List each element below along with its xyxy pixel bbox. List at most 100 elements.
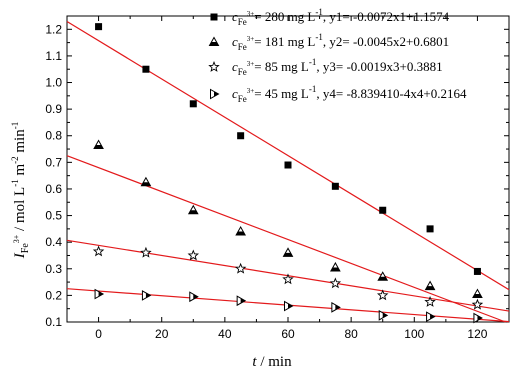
triangle-fill <box>335 304 340 310</box>
data-point <box>472 288 483 299</box>
x-axis-label: t / min <box>252 354 292 370</box>
x-tick-label: 20 <box>155 327 169 341</box>
y-tick-label: 1.2 <box>45 22 62 36</box>
legend-sub: Fe <box>238 42 247 52</box>
fit-line <box>66 155 506 323</box>
data-point <box>471 298 484 310</box>
y-tick-label: 0.3 <box>45 262 62 276</box>
x-tick-label: 80 <box>344 327 358 341</box>
data-point <box>140 176 152 187</box>
legend-sub: Fe <box>238 17 247 27</box>
legend-eq: = 45 mg L <box>254 86 309 101</box>
data-point <box>329 277 342 289</box>
data-point <box>189 100 197 108</box>
data-point <box>235 226 246 236</box>
triangle-fill <box>477 315 482 321</box>
data-point <box>426 311 436 323</box>
triangle-fill <box>209 42 219 46</box>
data-point <box>187 249 200 261</box>
triangle-fill <box>141 182 151 186</box>
data-point <box>94 288 105 300</box>
triangle-fill <box>472 294 482 298</box>
data-point <box>379 206 387 214</box>
data-point <box>189 291 199 303</box>
legend-sup: 3+ <box>247 10 255 18</box>
legend-eq: = 85 mg L <box>254 59 309 74</box>
legend-marker <box>210 88 220 100</box>
legend-c: c <box>232 86 238 101</box>
y-tick-label: 0.7 <box>45 155 62 169</box>
y-tick-label: 1.1 <box>45 49 62 63</box>
data-point <box>473 267 481 275</box>
x-tick-label: 40 <box>218 327 232 341</box>
y-tick-label: 0.2 <box>45 288 62 302</box>
data-point <box>377 271 389 281</box>
triangle-fill <box>430 314 435 320</box>
triangle-fill <box>145 292 151 298</box>
data-point <box>284 300 294 312</box>
y-axis-label: IFe3+ / mol L-1 m-2 min-1 <box>10 122 31 259</box>
legend-c: c <box>232 59 238 74</box>
legend-entry: cFe3+= 85 mg L-1, y3= -0.0019x3+0.3881 <box>232 57 443 77</box>
data-point <box>376 289 389 301</box>
data-point <box>187 204 199 215</box>
fit-line <box>66 20 510 291</box>
legend-fit: , y4= -8.839410-4x4+0.2164 <box>316 86 467 101</box>
y-tick-label: 0.1 <box>45 315 62 329</box>
legend-sup: 3+ <box>247 35 255 43</box>
legend-usup: -1 <box>315 7 323 17</box>
data-point <box>141 290 152 301</box>
legend-fit: , y2= -0.0045x2+0.6801 <box>323 34 449 49</box>
legend-sub: Fe <box>238 94 247 104</box>
data-point <box>237 132 245 140</box>
legend-entry: cFe3+= 280 mg L-1, y1= -0.0072x1+1.1574 <box>232 7 450 27</box>
data-point <box>95 23 103 31</box>
y-tick-label: 0.4 <box>45 235 62 249</box>
x-tick-label: 120 <box>467 327 487 341</box>
data-point <box>234 262 247 274</box>
x-tick-label: 0 <box>95 327 102 341</box>
data-point <box>284 161 292 169</box>
legend-c: c <box>232 9 238 24</box>
data-point <box>282 273 294 285</box>
data-point <box>473 312 483 324</box>
data-point <box>331 182 339 190</box>
triangle-fill <box>193 294 198 300</box>
data-point <box>93 139 104 150</box>
legend-usup: -1 <box>315 32 323 42</box>
data-point <box>236 295 247 307</box>
triangle-fill <box>214 91 219 97</box>
legend-eq: = 181 mg L <box>254 34 315 49</box>
y-tick-label: 0.8 <box>45 129 62 143</box>
data-point <box>378 309 389 321</box>
legend-marker <box>208 60 220 72</box>
x-tick-label: 60 <box>281 327 295 341</box>
legend-sup: 3+ <box>247 87 255 95</box>
legend-usup: -1 <box>309 84 317 94</box>
data-point <box>330 261 341 272</box>
data-point <box>142 65 150 73</box>
triangle-fill <box>94 145 104 149</box>
triangle-fill <box>330 267 340 271</box>
data-points <box>92 23 484 324</box>
legend-entry: cFe3+= 181 mg L-1, y2= -0.0045x2+0.6801 <box>232 32 449 52</box>
data-point <box>140 246 152 258</box>
legend-fit: , y1= -0.0072x1+1.1574 <box>323 9 450 24</box>
legend-usup: -1 <box>309 57 317 67</box>
legend-fit: , y3= -0.0019x3+0.3881 <box>316 59 442 74</box>
y-tick-label: 0.6 <box>45 182 62 196</box>
legend-entry: cFe3+= 45 mg L-1, y4= -8.839410-4x4+0.21… <box>232 84 467 104</box>
legend-sup: 3+ <box>247 60 255 68</box>
legend-marker <box>210 13 218 21</box>
triangle-fill <box>378 276 388 281</box>
y-tick-label: 0.9 <box>45 102 62 116</box>
triangle-fill <box>98 291 104 297</box>
triangle-fill <box>283 252 293 257</box>
triangle-fill <box>236 231 246 236</box>
data-point <box>424 280 436 291</box>
legend-sub: Fe <box>238 67 247 77</box>
legend-eq: = 280 mg L <box>254 9 315 24</box>
data-point <box>424 296 436 307</box>
data-point <box>426 225 434 233</box>
